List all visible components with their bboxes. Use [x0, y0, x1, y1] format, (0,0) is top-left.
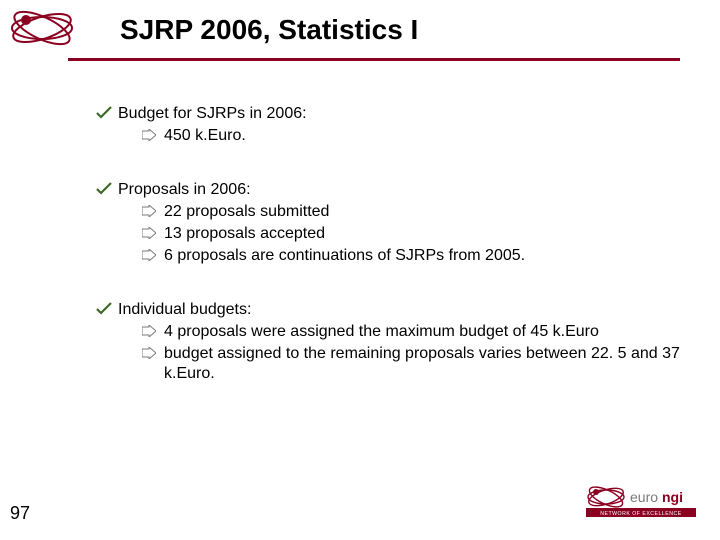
sub-item: 13 proposals accepted [118, 224, 686, 244]
arrow-icon [142, 205, 156, 217]
checkmark-icon [96, 106, 112, 120]
page-number: 97 [10, 503, 30, 524]
bullet-label: Individual budgets: [118, 300, 686, 320]
arrow-icon [142, 325, 156, 337]
bullet-item: Budget for SJRPs in 2006: 450 k.Euro. [96, 104, 686, 146]
sub-item: 450 k.Euro. [118, 126, 686, 146]
logo-top [8, 6, 80, 57]
sub-item: 22 proposals submitted [118, 202, 686, 222]
sub-label: 6 proposals are continuations of SJRPs f… [164, 247, 525, 264]
bullet-item: Individual budgets: 4 proposals were ass… [96, 300, 686, 384]
bullet-label: Budget for SJRPs in 2006: [118, 104, 686, 124]
content-area: Budget for SJRPs in 2006: 450 k.Euro. Pr… [96, 104, 686, 418]
sub-label: 13 proposals accepted [164, 225, 325, 242]
slide-title: SJRP 2006, Statistics I [120, 14, 418, 46]
sub-label: budget assigned to the remaining proposa… [164, 345, 680, 382]
sub-item: budget assigned to the remaining proposa… [118, 344, 686, 384]
arrow-icon [142, 227, 156, 239]
checkmark-icon [96, 302, 112, 316]
title-rule [68, 58, 680, 61]
arrow-icon [142, 129, 156, 141]
header: SJRP 2006, Statistics I [0, 0, 720, 78]
sub-label: 4 proposals were assigned the maximum bu… [164, 323, 599, 340]
sub-label: 450 k.Euro. [164, 127, 246, 144]
logo-bottom: eurongi NETWORK OF EXCELLENCE [586, 483, 696, 522]
sub-label: 22 proposals submitted [164, 203, 329, 220]
arrow-icon [142, 249, 156, 261]
sub-item: 4 proposals were assigned the maximum bu… [118, 322, 686, 342]
svg-text:euro: euro [630, 489, 658, 505]
bullet-label: Proposals in 2006: [118, 180, 686, 200]
sub-item: 6 proposals are continuations of SJRPs f… [118, 246, 686, 266]
arrow-icon [142, 347, 156, 359]
checkmark-icon [96, 182, 112, 196]
bullet-item: Proposals in 2006: 22 proposals submitte… [96, 180, 686, 266]
svg-text:NETWORK OF EXCELLENCE: NETWORK OF EXCELLENCE [600, 511, 681, 517]
svg-text:ngi: ngi [662, 489, 683, 505]
